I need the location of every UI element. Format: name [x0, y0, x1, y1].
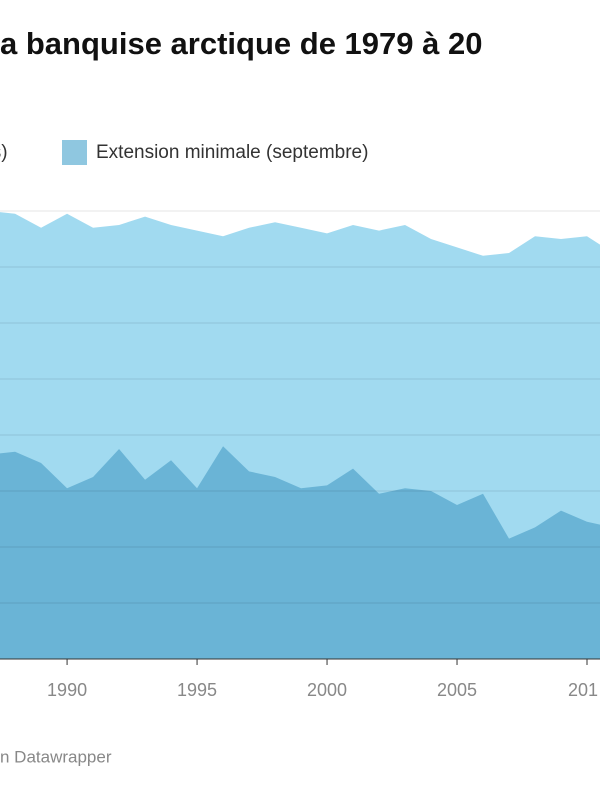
legend-label: mars) — [0, 142, 8, 163]
x-tick-label: 2005 — [437, 680, 477, 700]
legend-label: Extension minimale (septembre) — [96, 142, 368, 163]
area — [0, 446, 600, 659]
source: n Datawrapper — [0, 747, 112, 766]
legend: mars) Extension minimale (septembre) — [0, 140, 368, 165]
plot-area — [0, 212, 600, 659]
legend-swatch — [62, 140, 87, 165]
x-tick-label: 1990 — [47, 680, 87, 700]
chart-title: a banquise arctique de 1979 à 20 — [0, 26, 482, 61]
x-tick-label: 2000 — [307, 680, 347, 700]
x-tick-label: 201 — [568, 680, 598, 700]
x-tick-label: 1995 — [177, 680, 217, 700]
